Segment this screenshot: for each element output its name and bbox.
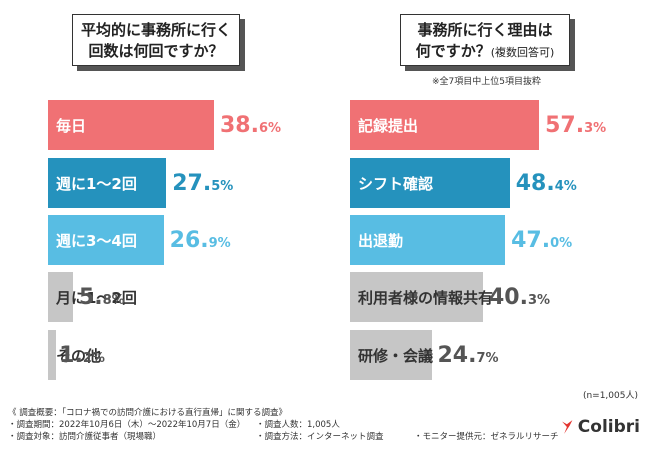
right-question-suffix: (複数回答可)	[490, 46, 555, 59]
left-question-line1: 平均的に事務所に行く	[80, 21, 231, 39]
survey-method: ・調査方法：インターネット調査	[256, 432, 384, 442]
left-bar-label-4: 月に1〜2回	[56, 288, 137, 307]
right-value-label-1: 57. 3%	[545, 112, 607, 138]
right-value-label-5: 24. 7%	[437, 342, 499, 368]
sample-size-label: (n=1,005人)	[582, 391, 638, 401]
left-value-label-1: 38. 6%	[219, 112, 282, 138]
logo-text: Colibri	[577, 417, 640, 437]
right-bar-label-1: 記録提出	[358, 116, 419, 135]
colibri-logo: Colibri	[560, 412, 640, 442]
left-bar-1: 毎日	[48, 100, 214, 150]
left-bar-5: その他	[48, 330, 101, 380]
left-value-label-2: 27. 5%	[172, 170, 234, 196]
left-bar-label-5: その他	[56, 346, 102, 365]
right-bar-label-2: シフト確認	[358, 174, 434, 193]
left-bar-2: 週に1〜2回	[48, 158, 167, 208]
right-bar-2: シフト確認	[350, 158, 510, 208]
right-value-label-3: 47. 0%	[511, 227, 573, 253]
right-value-label-4: 40. 3%	[488, 284, 551, 310]
right-bar-label-3: 出退勤	[358, 231, 404, 250]
left-question-line2: 回数は何回ですか？	[88, 42, 224, 60]
right-question-line1: 事務所に行く理由は	[417, 21, 553, 39]
survey-footer: 《 調査概要：「コロナ禍での訪問介護における直行直帰」に関する調査》 ・調査期間…	[0, 406, 650, 450]
survey-period: ・調査期間：2022年10月6日（木）〜2022年10月7日（金）	[8, 420, 246, 430]
left-value-label-5: 1. 2%	[59, 342, 105, 368]
right-bar-5: 研修・会議	[350, 330, 434, 380]
right-bar-label-4: 利用者様の情報共有	[358, 288, 494, 307]
left-value-label-3: 26. 9%	[169, 227, 231, 253]
right-chart: 記録提出 57. 3% シフト確認 48. 4% 出退勤 47. 0% 利用者様の情報共有 40. 3…	[325, 0, 650, 400]
survey-monitor: ・モニター提供元：ゼネラルリサーチ	[414, 432, 559, 442]
colibri-bird-icon	[562, 420, 573, 434]
left-chart: 毎日 38. 6% 週に1〜2回 27. 5% 週に3〜4回 26. 9% 月に1〜2回 5. 8% そ…	[0, 0, 325, 400]
survey-people: ・調査人数：1,005人	[256, 420, 340, 430]
left-question-box: 平均的に事務所に行く 回数は何回ですか？	[72, 14, 240, 66]
right-bar-label-5: 研修・会議	[358, 346, 434, 365]
right-bar-1: 記録提出	[350, 100, 540, 150]
right-bar-3: 出退勤	[350, 215, 506, 265]
survey-target: ・調査対象：訪問介護従事者（現場職）	[8, 432, 162, 442]
items-note: ※全7項目中上位5項目抜粋	[432, 77, 541, 87]
right-question-box: 事務所に行く理由は 何ですか？(複数回答可)	[400, 14, 570, 66]
left-bar-4: 月に1〜2回	[48, 272, 137, 322]
left-bar-label-3: 週に3〜4回	[56, 231, 137, 250]
right-question-line2: 何ですか？	[415, 42, 491, 60]
right-bar-4: 利用者様の情報共有	[350, 272, 493, 322]
left-value-label-4: 5. 8%	[78, 284, 125, 310]
right-value-label-2: 48. 4%	[515, 170, 577, 196]
left-bar-3: 週に3〜4回	[48, 215, 164, 265]
left-bar-label-2: 週に1〜2回	[56, 174, 137, 193]
survey-overview: 《 調査概要：「コロナ禍での訪問介護における直行直帰」に関する調査》	[8, 408, 287, 418]
left-bar-label-1: 毎日	[56, 116, 87, 135]
